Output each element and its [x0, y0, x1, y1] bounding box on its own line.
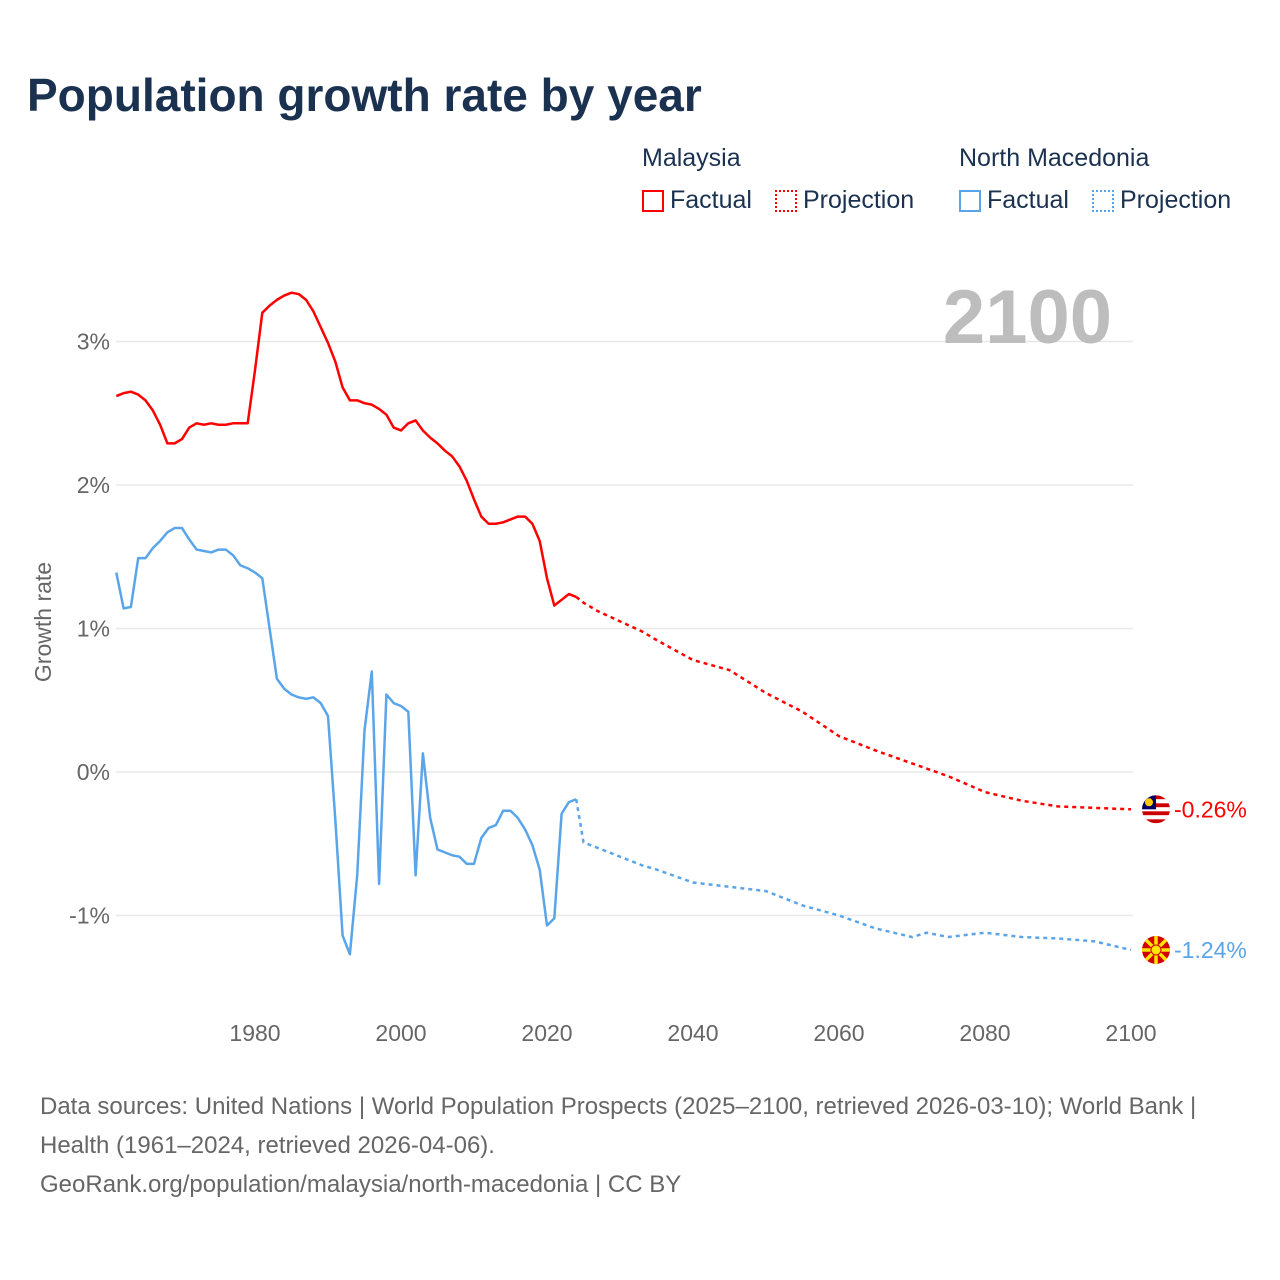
flag-stripe [1142, 815, 1170, 820]
y-tick-label: 3% [77, 329, 110, 355]
y-axis-label: Growth rate [30, 562, 56, 682]
end-value-label: -0.26% [1174, 796, 1247, 822]
legend-swatch-dotted [1092, 189, 1114, 212]
legend-north-macedonia-projection[interactable]: Projection [1092, 186, 1231, 215]
x-tick-label: 2040 [667, 1020, 718, 1046]
y-tick-label: 1% [77, 616, 110, 642]
series-line-factual-1 [115, 526, 577, 956]
x-tick-label: 2020 [521, 1020, 572, 1046]
legend-swatch-dotted [775, 189, 797, 212]
legend-label: Projection [1120, 186, 1232, 214]
x-tick-label: 2100 [1105, 1020, 1156, 1046]
y-tick-label: -1% [69, 903, 110, 929]
source-link[interactable]: GeoRank.org/population/malaysia/north-ma… [40, 1171, 682, 1198]
series-line-projection-0 [575, 595, 1132, 811]
legend-group-malaysia: Malaysia [642, 144, 741, 172]
x-tick-label: 2000 [375, 1020, 426, 1046]
legend-label: Projection [803, 186, 915, 214]
legend-swatch-solid [959, 189, 981, 212]
series-line-factual-0 [115, 291, 577, 607]
legend-label: Factual [670, 186, 752, 214]
legend-swatch-solid [642, 189, 664, 212]
malaysia-flag-icon [1142, 795, 1170, 824]
north-macedonia-flag-icon [1142, 935, 1170, 964]
y-tick-label: 2% [77, 472, 110, 498]
end-value-label: -1.24% [1174, 937, 1247, 963]
x-tick-label: 2060 [813, 1020, 864, 1046]
flag-sun [1150, 944, 1162, 956]
flag-stripe [1142, 811, 1170, 816]
legend-north-macedonia-factual[interactable]: Factual [959, 186, 1069, 215]
series-line-projection-1 [574, 799, 1132, 952]
legend-malaysia-factual[interactable]: Factual [642, 186, 752, 215]
y-tick-label: 0% [77, 759, 110, 785]
year-display: 2100 [943, 275, 1112, 360]
legend-label: Factual [987, 186, 1069, 214]
chart-title: Population growth rate by year [27, 69, 702, 121]
x-tick-label: 2080 [959, 1020, 1010, 1046]
flag-crescent [1145, 798, 1153, 807]
footer: Data sources: United Nations | World Pop… [40, 1087, 1240, 1204]
flag [1142, 795, 1170, 824]
legend-malaysia-projection[interactable]: Projection [775, 186, 914, 215]
flag [1142, 935, 1170, 964]
flag-stripe [1142, 819, 1170, 824]
data-sources: Data sources: United Nations | World Pop… [40, 1093, 1197, 1159]
legend-group-north-macedonia: North Macedonia [959, 144, 1150, 172]
x-tick-label: 1980 [229, 1020, 280, 1046]
